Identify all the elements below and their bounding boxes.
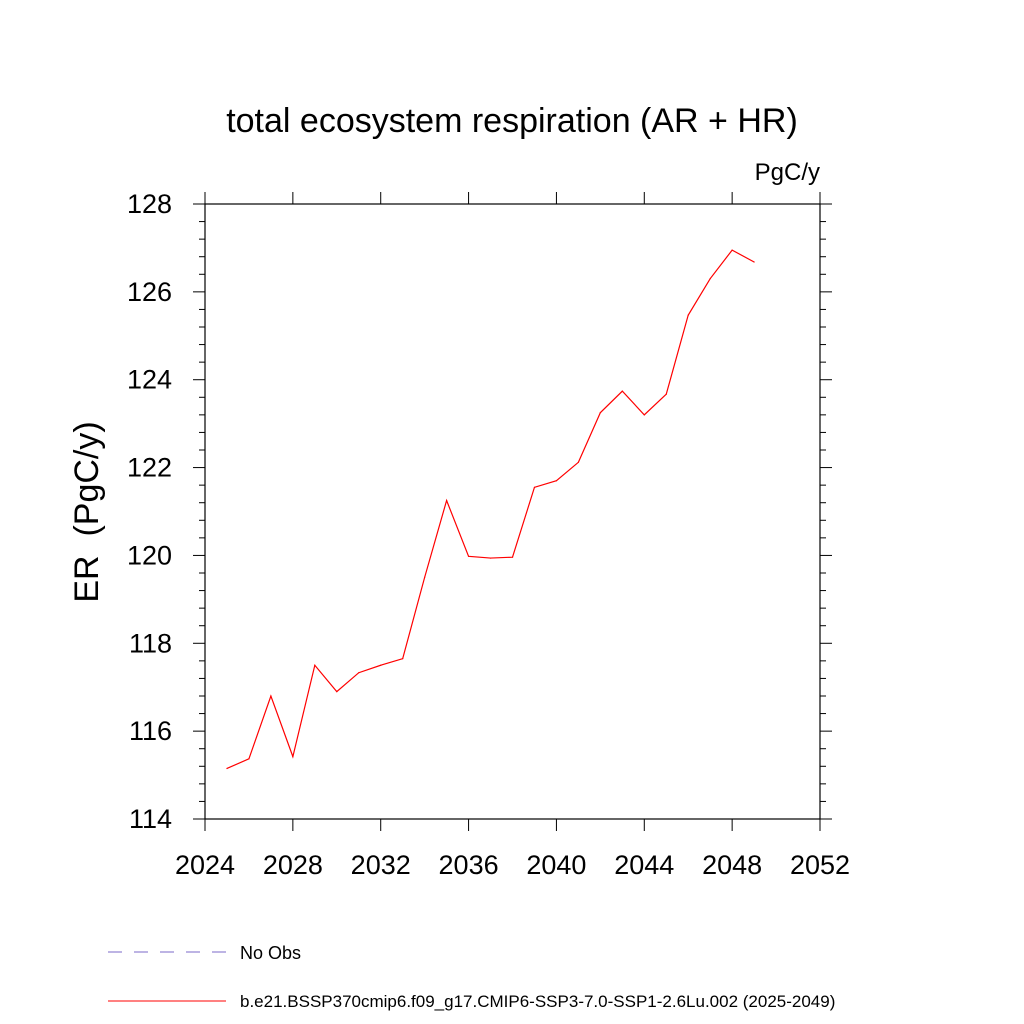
data-point [446,499,448,502]
series-line [226,249,755,770]
data-point [533,486,536,488]
x-tick-label: 2044 [614,850,674,880]
data-point [248,758,250,760]
data-point [424,576,426,578]
data-point [709,278,711,280]
x-tick-label: 2024 [175,850,235,880]
data-point [489,557,492,559]
y-axis-label: ER (PgC/y) [68,421,106,602]
x-tick-label: 2036 [439,850,499,880]
x-tick-label: 2040 [526,850,586,880]
y-tick-label: 114 [129,804,172,834]
y-tick-label: 128 [127,189,172,219]
units-label: PgC/y [755,159,820,186]
major-ticks [193,192,832,831]
y-tick-label: 126 [127,277,172,307]
series-layer [226,249,755,770]
legend: No Obs b.e21.BSSP370cmip6.f09_g17.CMIP6-… [108,943,835,1011]
data-point [358,672,360,674]
data-point [226,767,228,770]
data-point [270,695,272,697]
x-tick-label: 2052 [790,850,850,880]
data-point [336,691,338,693]
data-point [292,756,294,758]
y-tick-label: 120 [127,540,172,570]
data-point [511,556,514,558]
data-point [643,414,645,416]
y-tick-label: 116 [129,716,172,746]
y-tick-label: 124 [127,365,172,395]
y-tick-label: 122 [127,453,172,483]
minor-ticks [199,221,826,802]
data-point [687,314,689,316]
data-point [753,261,755,263]
data-point [665,393,667,395]
data-point [577,461,579,463]
data-point [731,249,733,251]
data-point [314,664,316,666]
chart-title: total ecosystem respiration (AR + HR) [226,102,798,140]
plot-frame [204,203,821,820]
data-point [467,555,470,557]
data-point [621,390,623,392]
data-point [555,480,558,482]
data-point [599,412,601,414]
tick-labels: 2024 2028 2032 2036 2040 2044 2048 2052 114 116 11… [127,189,850,880]
x-tick-label: 2028 [263,850,323,880]
x-tick-label: 2048 [702,850,762,880]
data-point [402,658,404,660]
data-point [380,664,382,666]
legend-label-model: b.e21.BSSP370cmip6.f09_g17.CMIP6-SSP3-7.… [240,992,835,1011]
x-tick-label: 2032 [351,850,411,880]
y-tick-label: 118 [129,628,172,658]
legend-label-no-obs: No Obs [240,943,301,963]
